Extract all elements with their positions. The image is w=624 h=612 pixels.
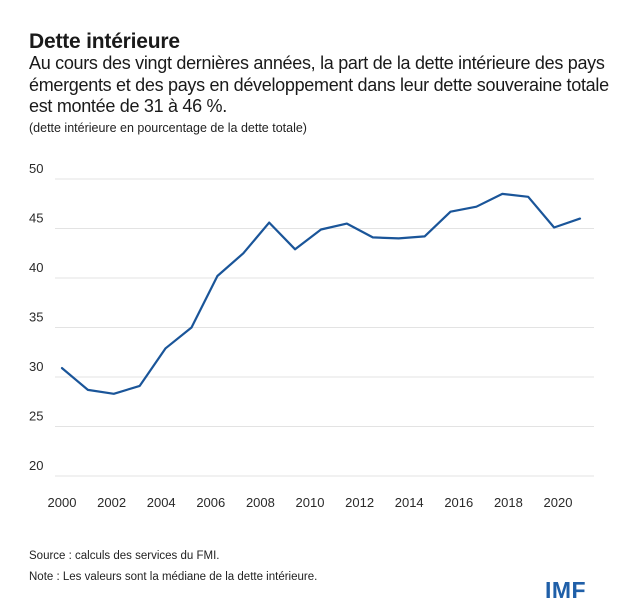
y-tick-label: 35	[29, 310, 43, 325]
imf-logo: IMF	[545, 577, 587, 603]
x-tick-label: 2020	[544, 495, 573, 510]
series-group	[60, 192, 582, 395]
x-tick-label: 2014	[395, 495, 424, 510]
source-note: Source : calculs des services du FMI.	[29, 550, 220, 562]
y-tick-label: 50	[29, 161, 43, 176]
y-axis-labels: 20 25 30 35 40 45 50	[29, 161, 43, 473]
x-tick-label: 2008	[246, 495, 275, 510]
chart-title: Dette intérieure	[29, 30, 180, 53]
gridlines	[55, 178, 594, 477]
x-tick-label: 2010	[296, 495, 325, 510]
x-tick-label: 2000	[48, 495, 77, 510]
y-tick-label: 45	[29, 211, 43, 226]
unit-note: (dette intérieure en pourcentage de la d…	[29, 121, 307, 135]
y-tick-label: 40	[29, 260, 43, 275]
x-tick-label: 2018	[494, 495, 523, 510]
x-tick-label: 2006	[196, 495, 225, 510]
chart-subtitle: Au cours des vingt dernières années, la …	[29, 53, 609, 116]
series-line	[60, 192, 582, 395]
y-tick-label: 30	[29, 359, 43, 374]
x-tick-label: 2004	[147, 495, 176, 510]
x-tick-label: 2012	[345, 495, 374, 510]
x-tick-label: 2002	[97, 495, 126, 510]
x-tick-label: 2016	[444, 495, 473, 510]
y-tick-label: 25	[29, 409, 43, 424]
footnote: Note : Les valeurs sont la médiane de la…	[29, 571, 318, 583]
x-axis-labels: 2000 2002 2004 2006 2008 2010 2012 2014 2016 2018…	[48, 495, 573, 510]
y-tick-label: 20	[29, 458, 43, 473]
